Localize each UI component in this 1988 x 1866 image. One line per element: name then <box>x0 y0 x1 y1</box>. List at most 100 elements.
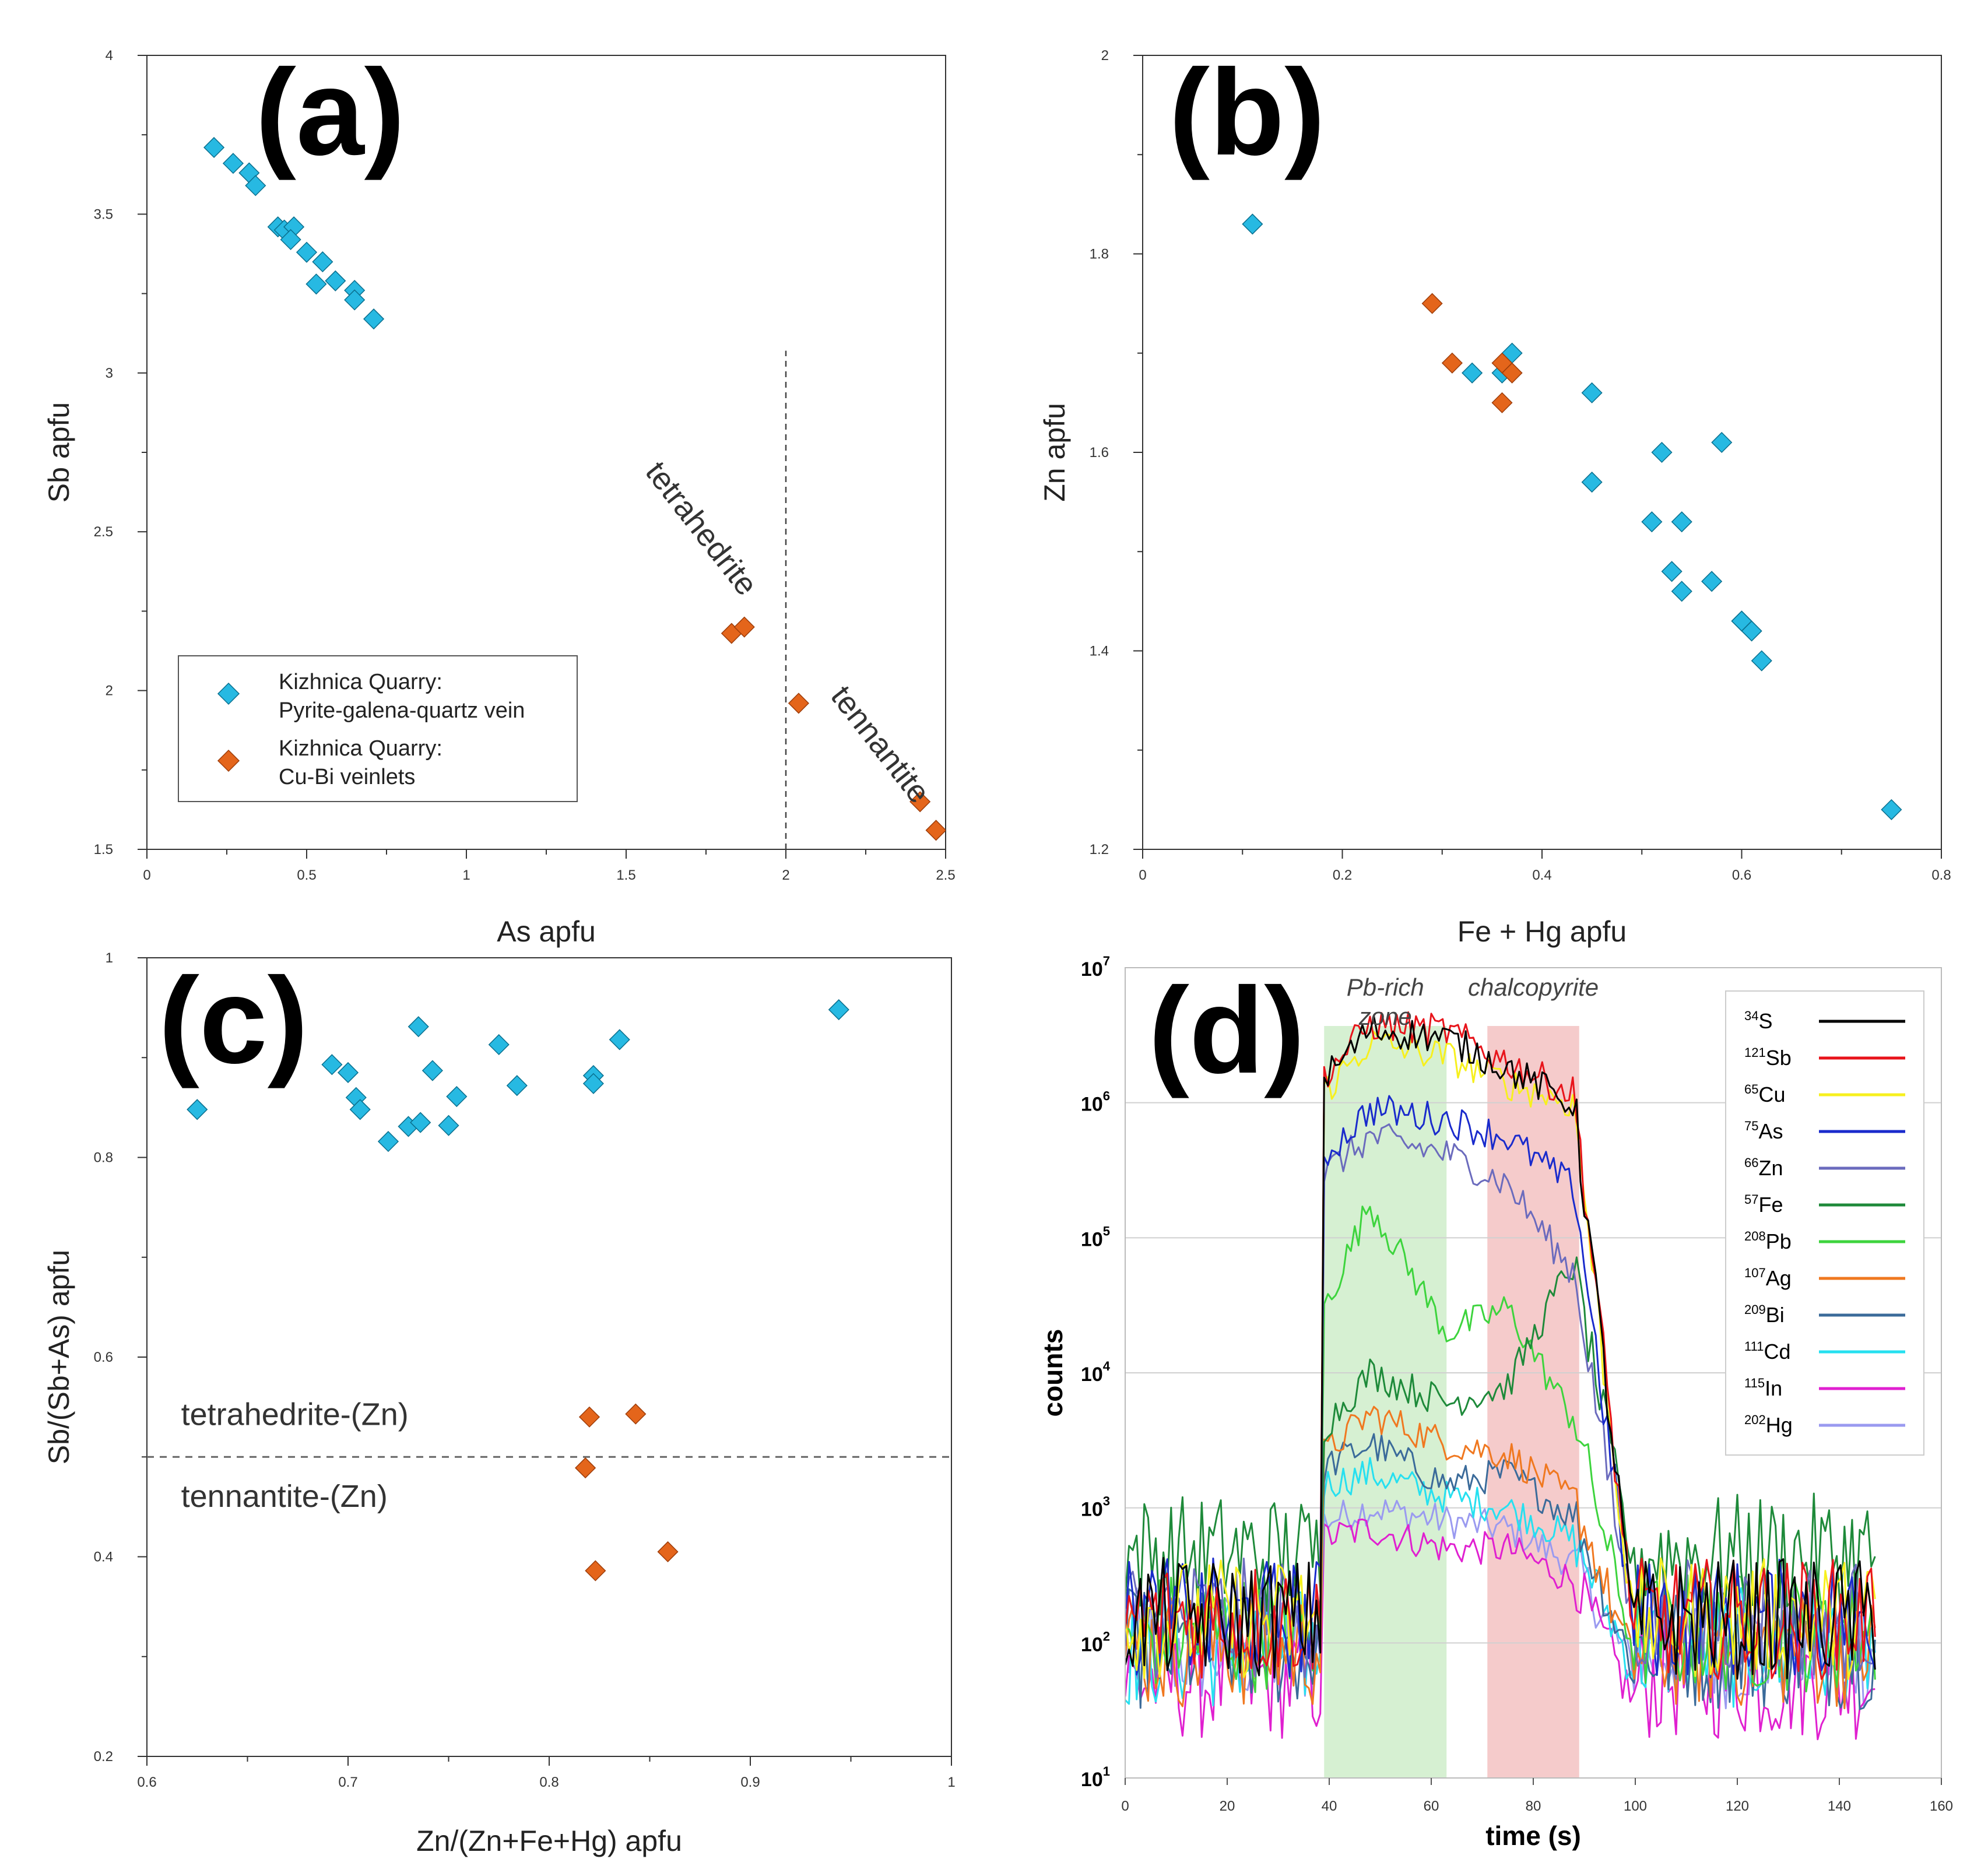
axes: 0 0.2 0.4 0.6 0.8 1.2 1.4 1.6 1.8 2 <box>1090 48 1951 883</box>
x-tick-label: 20 <box>1220 1798 1235 1814</box>
data-point-pyrite-galena <box>1651 441 1673 463</box>
data-point-pyrite-galena <box>1671 581 1692 602</box>
x-tick-label: 140 <box>1828 1798 1851 1814</box>
data-point-cu-bi <box>585 1560 606 1582</box>
y-tick-label: 2 <box>106 683 113 699</box>
legend-label-hg: 202Hg <box>1744 1412 1793 1437</box>
x-tick-label: 120 <box>1726 1798 1749 1814</box>
x-tick-label: 0 <box>1121 1798 1129 1814</box>
y-axis-title: Sb apfu <box>43 402 75 502</box>
legend-label-fe: 57Fe <box>1744 1192 1783 1217</box>
y-axis-title: Sb/(Sb+As) apfu <box>43 1250 75 1464</box>
y-tick-label: 0.4 <box>94 1549 113 1565</box>
data-point-pyrite-galena <box>1641 511 1663 533</box>
data-point-cu-bi <box>909 791 931 813</box>
y-tick-label: 104 <box>1081 1359 1111 1386</box>
panel-d: 0 20 40 60 80 100 120 140 160 101 102 103 104 105 106 1… <box>1038 954 1953 1851</box>
legend-marker-pyrite-galena <box>217 682 240 705</box>
y-tick-label: 1.4 <box>1090 644 1109 659</box>
x-tick-label: 0.8 <box>1931 867 1951 883</box>
axes: 0 0.5 1 1.5 2 2.5 1.5 2 2.5 3 3.5 4 <box>94 48 956 883</box>
panel-a: 0 0.5 1 1.5 2 2.51.522.533.54 tetrahedriteten… <box>43 44 956 948</box>
y-tick-label: 2 <box>1101 48 1109 64</box>
legend: Kizhnica Quarry: Pyrite-galena-quartz ve… <box>178 655 578 802</box>
annotation-label: tetrahedrite-(Zn) <box>181 1397 409 1432</box>
legend-label-pyrite-galena-1: Kizhnica Quarry: <box>279 670 442 694</box>
x-axis-title: Zn/(Zn+Fe+Hg) apfu <box>416 1825 682 1857</box>
x-tick-label: 1 <box>462 867 470 883</box>
legend-label-pb: 208Pb <box>1744 1229 1792 1253</box>
y-tick-label: 0.6 <box>94 1350 113 1365</box>
y-tick-label: 103 <box>1081 1494 1110 1521</box>
y-tick-label: 3.5 <box>94 206 113 222</box>
data-point-pyrite-galena <box>408 1016 429 1038</box>
zone-label: zone <box>1358 1003 1412 1030</box>
x-tick-label: 1 <box>947 1774 955 1790</box>
data-point-cu-bi <box>925 820 946 841</box>
zone-label: chalcopyrite <box>1468 974 1599 1001</box>
data-point-pyrite-galena <box>321 1054 343 1076</box>
y-tick-label: 1.2 <box>1090 842 1109 858</box>
data-point-pyrite-galena <box>1581 382 1603 403</box>
data-point-cu-bi <box>657 1541 679 1563</box>
x-tick-label: 0.5 <box>297 867 316 883</box>
data-point-cu-bi <box>1491 392 1513 413</box>
data-point-pyrite-galena <box>344 289 366 311</box>
series-line-sb <box>1125 1011 1876 1680</box>
data-point-pyrite-galena <box>1581 472 1603 493</box>
data-point-pyrite-galena <box>1671 511 1692 533</box>
x-tick-label: 0.6 <box>1732 867 1751 883</box>
data-point-pyrite-galena <box>1661 561 1683 582</box>
data-point-pyrite-galena <box>1242 213 1263 235</box>
x-axis-title: time (s) <box>1485 1821 1581 1851</box>
data-point-cu-bi <box>788 693 809 714</box>
x-tick-label: 60 <box>1424 1798 1439 1814</box>
x-tick-label: 160 <box>1930 1798 1953 1814</box>
legend-label-as: 75As <box>1744 1119 1783 1143</box>
x-tick-label: 0.9 <box>740 1774 760 1790</box>
y-tick-label: 1.5 <box>94 842 113 858</box>
data-point-pyrite-galena <box>305 273 327 295</box>
data-point-pyrite-galena <box>349 1099 371 1120</box>
data-point-cu-bi <box>575 1457 596 1479</box>
x-tick-label: 0 <box>1139 867 1146 883</box>
data-point-pyrite-galena <box>438 1115 459 1136</box>
x-axis-title: As apfu <box>497 915 596 948</box>
data-lines <box>1125 1011 1876 1741</box>
data-point-pyrite-galena <box>245 175 266 196</box>
y-tick-label: 4 <box>106 48 113 64</box>
data-marks <box>187 999 849 1582</box>
panel-b: 0 0.2 0.4 0.6 0.8 1.2 1.4 1.6 1.8 2 (b) Fe + Hg a… <box>1038 44 1951 948</box>
annotations: tetrahedrite-(Zn) tennantite-(Zn) <box>181 1397 409 1513</box>
plot-frame <box>146 957 952 1757</box>
data-point-pyrite-galena <box>582 1073 604 1094</box>
legend-label-in: 115In <box>1744 1376 1782 1400</box>
y-tick-label: 102 <box>1081 1629 1110 1656</box>
x-tick-label: 0.7 <box>338 1774 357 1790</box>
data-marks <box>1242 213 1902 820</box>
panel-c: 0.6 0.7 0.8 0.9 1 0.2 0.4 0.6 0.8 1 tetrahedrite-… <box>43 950 956 1857</box>
legend-label-ag: 107Ag <box>1744 1266 1792 1290</box>
plot-frame <box>1142 55 1942 850</box>
y-tick-label: 105 <box>1081 1224 1110 1250</box>
legend-label-zn: 66Zn <box>1744 1155 1783 1180</box>
legend-label-cu-bi-1: Kizhnica Quarry: <box>279 736 442 761</box>
panel-label: (b) <box>1169 44 1325 181</box>
panel-label: (d) <box>1148 962 1305 1099</box>
y-tick-label: 101 <box>1081 1764 1110 1791</box>
legend-marker-cu-bi <box>217 749 240 772</box>
data-point-pyrite-galena <box>1741 620 1762 642</box>
panel-label: (a) <box>255 44 405 181</box>
x-tick-label: 1.5 <box>616 867 635 883</box>
data-point-pyrite-galena <box>187 1099 208 1120</box>
data-point-pyrite-galena <box>609 1029 630 1050</box>
data-point-pyrite-galena <box>410 1112 431 1133</box>
data-point-cu-bi <box>625 1403 647 1425</box>
legend-box <box>1725 990 1924 1456</box>
series-line-s <box>1125 1015 1876 1680</box>
y-tick-label: 0.8 <box>94 1150 113 1166</box>
legend: 34S 121Sb 65Cu 75As 66Zn 57Fe 208Pb 107Ag 209Bi 1… <box>1725 990 1924 1456</box>
x-tick-label: 0.8 <box>539 1774 559 1790</box>
data-point-pyrite-galena <box>1701 571 1723 592</box>
panel-label: (c) <box>159 952 308 1089</box>
